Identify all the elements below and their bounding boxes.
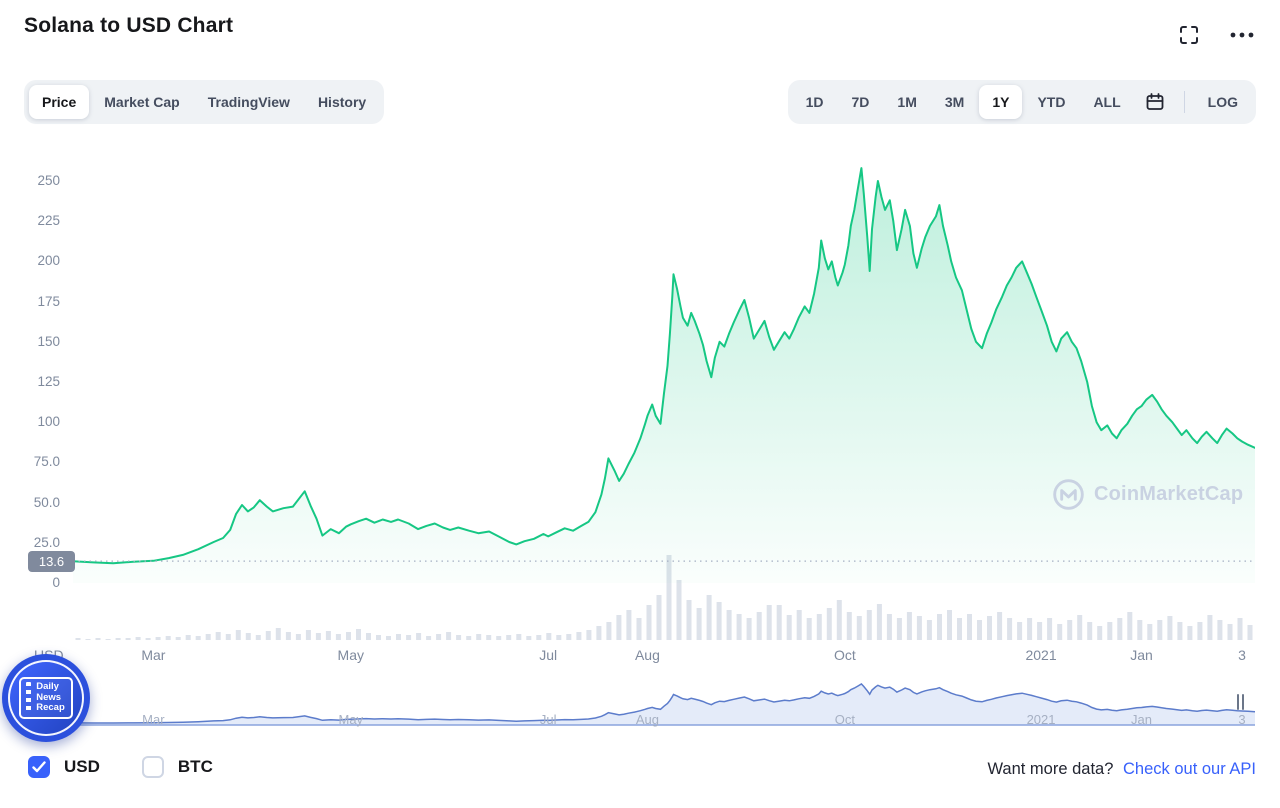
navigator-handle[interactable] [1233, 692, 1247, 712]
chart-navigator[interactable]: Mar May Jul Aug Oct 2021 Jan 3 [72, 668, 1256, 730]
header-actions [1178, 24, 1254, 46]
y-tick-label: 100 [37, 414, 60, 430]
x-tick-label: May [337, 647, 364, 663]
chart-toolbar: Price Market Cap TradingView History 1D … [24, 78, 1256, 126]
more-options-icon[interactable] [1230, 31, 1254, 39]
range-1y[interactable]: 1Y [979, 85, 1023, 119]
range-ytd[interactable]: YTD [1024, 85, 1078, 119]
calendar-icon[interactable] [1136, 85, 1174, 119]
y-tick-label: 125 [37, 374, 60, 389]
time-range-controls: 1D 7D 1M 3M 1Y YTD ALL LOG [787, 80, 1256, 124]
film-strip-icon: Daily News Recap [19, 677, 73, 719]
page-title: Solana to USD Chart [24, 14, 234, 37]
news-widget-line: Recap [36, 702, 65, 714]
btc-label: BTC [177, 757, 213, 776]
daily-news-recap-widget[interactable]: Daily News Recap [2, 654, 90, 742]
news-widget-line: News [36, 691, 62, 703]
x-tick-label: Jan [1130, 647, 1153, 663]
currency-toggles: USD BTC [28, 756, 213, 778]
y-tick-label: 0 [52, 575, 60, 590]
y-tick-label: 50.0 [33, 494, 60, 510]
tab-price[interactable]: Price [29, 85, 90, 119]
y-tick-label: 250 [37, 173, 60, 188]
y-tick-label: 75.0 [33, 454, 60, 470]
usd-label: USD [64, 757, 100, 776]
tab-market-cap[interactable]: Market Cap [91, 85, 192, 119]
x-tick-label: Oct [833, 647, 856, 663]
y-tick-label: 225 [37, 213, 60, 229]
log-scale-toggle[interactable]: LOG [1195, 85, 1251, 119]
api-prompt-text: Want more data? [987, 760, 1114, 778]
btc-toggle[interactable]: BTC [141, 756, 213, 778]
fullscreen-icon[interactable] [1178, 24, 1200, 46]
tab-history[interactable]: History [305, 85, 379, 119]
news-widget-line: Daily [36, 681, 59, 693]
usd-checkbox[interactable] [28, 756, 50, 778]
range-1m[interactable]: 1M [884, 85, 929, 119]
x-tick-label: 2021 [1025, 647, 1057, 663]
btc-checkbox[interactable] [141, 756, 164, 778]
chart-canvas[interactable] [72, 145, 1256, 640]
range-7d[interactable]: 7D [839, 85, 883, 119]
news-widget-text: Daily News Recap [36, 682, 65, 714]
y-axis: 250 225 200 175 150 125 100 75.0 50.0 25.0 0 [0, 145, 66, 640]
toolbar-divider [1183, 91, 1185, 113]
x-tick-label: Jul [539, 647, 558, 663]
range-1d[interactable]: 1D [793, 85, 837, 119]
y-tick-label: 200 [37, 253, 60, 269]
range-3m[interactable]: 3M [932, 85, 977, 119]
y-tick-label: 150 [37, 333, 60, 349]
api-note: Want more data? Check out our API [987, 760, 1256, 779]
api-link[interactable]: Check out our API [1123, 760, 1256, 778]
price-chart: 250 225 200 175 150 125 100 75.0 50.0 25.0 0 13.6 … [0, 140, 1280, 670]
x-tick-label: Aug [634, 647, 660, 663]
x-axis: Mar May Jul Aug Oct 2021 Jan 3 [73, 645, 1255, 665]
x-tick-label: 3 [1238, 647, 1246, 663]
tab-tradingview[interactable]: TradingView [195, 85, 303, 119]
chart-type-tabs: Price Market Cap TradingView History [24, 80, 385, 124]
baseline-price-badge: 13.6 [28, 550, 75, 572]
film-holes [26, 682, 32, 714]
y-tick-label: 175 [37, 293, 60, 309]
news-widget-ring: Daily News Recap [8, 660, 84, 736]
y-tick-label: 25.0 [33, 534, 60, 550]
x-tick-label: Mar [141, 647, 166, 663]
usd-toggle[interactable]: USD [28, 756, 100, 778]
range-all[interactable]: ALL [1080, 85, 1133, 119]
